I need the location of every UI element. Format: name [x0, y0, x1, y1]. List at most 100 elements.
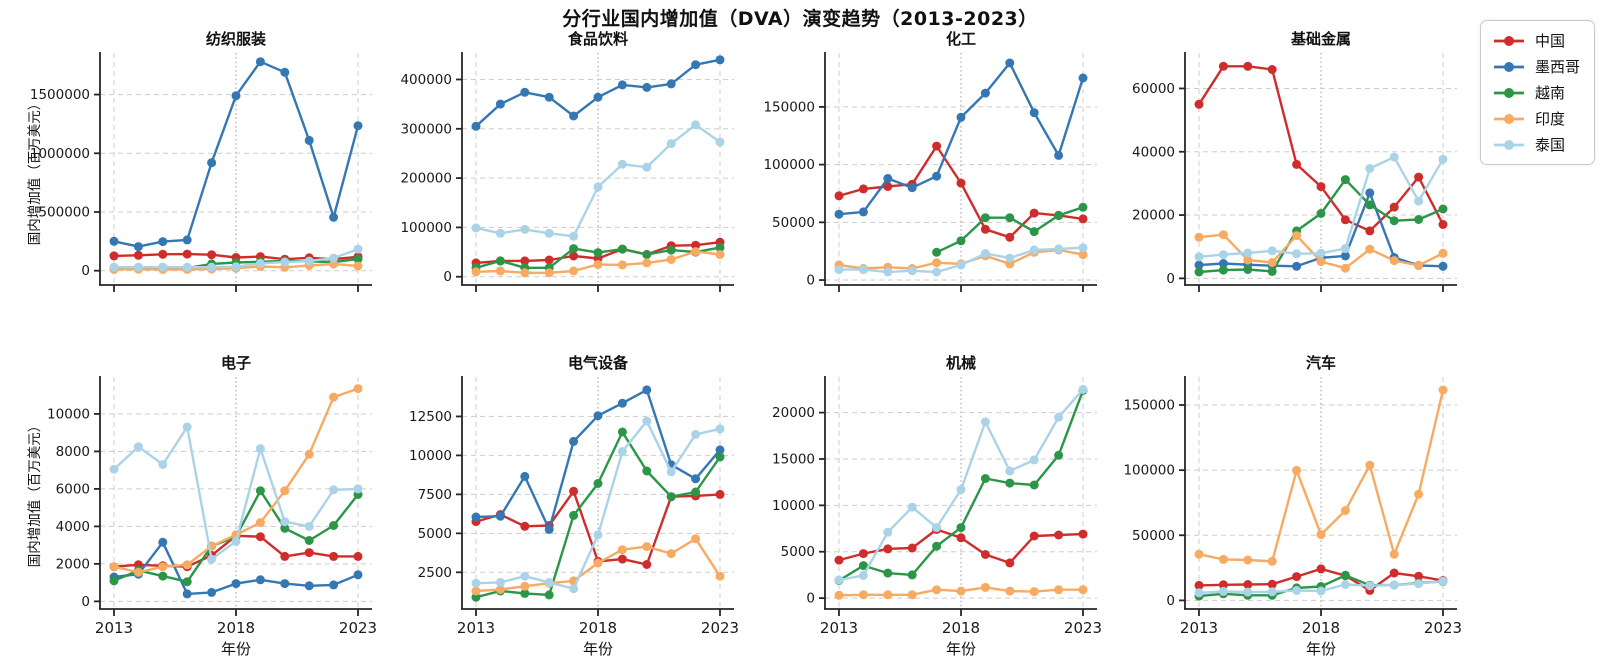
data-point [715, 243, 725, 253]
data-point [883, 568, 893, 578]
data-point [932, 247, 942, 257]
legend-label-vietnam: 越南 [1534, 84, 1565, 102]
data-point [569, 231, 579, 241]
data-point [666, 255, 676, 264]
data-point [1218, 580, 1228, 590]
data-point [980, 582, 990, 592]
data-point [956, 178, 966, 188]
legend-swatch-india [1493, 113, 1524, 124]
data-point [471, 592, 481, 602]
data-point [834, 555, 844, 565]
data-point [255, 532, 265, 542]
data-point [593, 558, 603, 568]
y-tick-labels: 0 2000 4000 6000 8000 10000 [47, 406, 100, 610]
subplot-electrical-equipment: 电气设备 2500 5000 7500 10000 12500 2013 2018 2023 … [387, 352, 739, 660]
svg-text:10000: 10000 [772, 498, 815, 514]
data-point [691, 120, 701, 130]
data-point [980, 249, 990, 258]
data-point [1078, 73, 1088, 83]
data-point [1292, 249, 1302, 259]
data-point [1316, 564, 1326, 574]
data-point [617, 244, 627, 254]
data-point [858, 549, 868, 559]
data-point [642, 385, 652, 395]
data-point [569, 266, 579, 276]
data-point [544, 577, 554, 587]
data-point [569, 251, 579, 261]
legend-item-india: 印度 [1492, 108, 1580, 129]
data-point [593, 92, 603, 102]
svg-text:2018: 2018 [942, 619, 980, 637]
data-point [520, 268, 530, 278]
data-point [715, 137, 725, 147]
data-point [1414, 579, 1424, 589]
x-axis-label: 年份 [220, 640, 251, 658]
data-point [329, 580, 339, 590]
subplot-title: 化工 [945, 30, 976, 48]
svg-text:8000: 8000 [56, 444, 90, 460]
data-point [1029, 531, 1039, 541]
data-point [182, 589, 192, 599]
data-point [980, 474, 990, 483]
data-point [182, 262, 192, 272]
data-point [280, 551, 290, 561]
data-point [109, 576, 119, 586]
data-point [255, 518, 265, 528]
data-point [1292, 159, 1302, 169]
data-point [353, 261, 363, 271]
data-point [858, 590, 868, 600]
svg-text:2000: 2000 [56, 556, 90, 572]
data-point [617, 447, 627, 456]
data-point [109, 236, 119, 246]
series-thailand [471, 120, 725, 241]
svg-text:0: 0 [1166, 593, 1175, 609]
data-point [1194, 252, 1204, 262]
series-mexico [471, 55, 725, 131]
data-point [1078, 585, 1088, 595]
y-tick-labels: 0 50000 100000 150000 [1123, 398, 1185, 609]
chart-svg-electronics: 0 2000 4000 6000 8000 10000 2013 2018 2023 [47, 376, 377, 637]
data-point [1078, 384, 1088, 394]
svg-text:2500: 2500 [418, 565, 452, 581]
data-point [329, 521, 339, 530]
data-point [834, 191, 844, 201]
data-point [1243, 265, 1253, 274]
data-point [1340, 251, 1350, 261]
svg-text:2023: 2023 [701, 619, 739, 637]
data-point [495, 585, 505, 594]
data-point [158, 262, 168, 272]
subplot-title: 电气设备 [567, 354, 628, 372]
data-point [691, 534, 701, 544]
svg-text:5000: 5000 [418, 526, 452, 542]
data-point [1218, 250, 1228, 260]
data-point [932, 141, 942, 151]
data-point [207, 158, 217, 168]
data-point [907, 183, 917, 193]
data-point [1414, 571, 1424, 581]
data-point [1005, 232, 1015, 242]
svg-text:4000: 4000 [56, 519, 90, 535]
data-point [1218, 265, 1228, 275]
svg-text:10000: 10000 [409, 448, 452, 464]
data-point [1005, 586, 1015, 596]
data-point [495, 99, 505, 109]
data-point [182, 249, 192, 259]
data-point [520, 256, 530, 266]
subplot-title: 汽车 [1305, 354, 1336, 372]
data-point [1267, 556, 1277, 566]
data-point [956, 112, 966, 122]
data-point [182, 235, 192, 245]
data-point [593, 530, 603, 540]
legend-item-thailand: 泰国 [1492, 134, 1580, 155]
legend: 中国 墨西哥 越南 印度 泰国 [1479, 20, 1595, 165]
data-point [1389, 568, 1399, 578]
legend-label-india: 印度 [1534, 110, 1565, 128]
data-point [642, 258, 652, 268]
data-point [544, 268, 554, 278]
data-point [1438, 220, 1448, 229]
series-thailand [471, 416, 725, 594]
data-point [1365, 226, 1375, 236]
data-point [182, 560, 192, 570]
data-point [1194, 232, 1204, 242]
svg-text:2018: 2018 [217, 619, 255, 637]
